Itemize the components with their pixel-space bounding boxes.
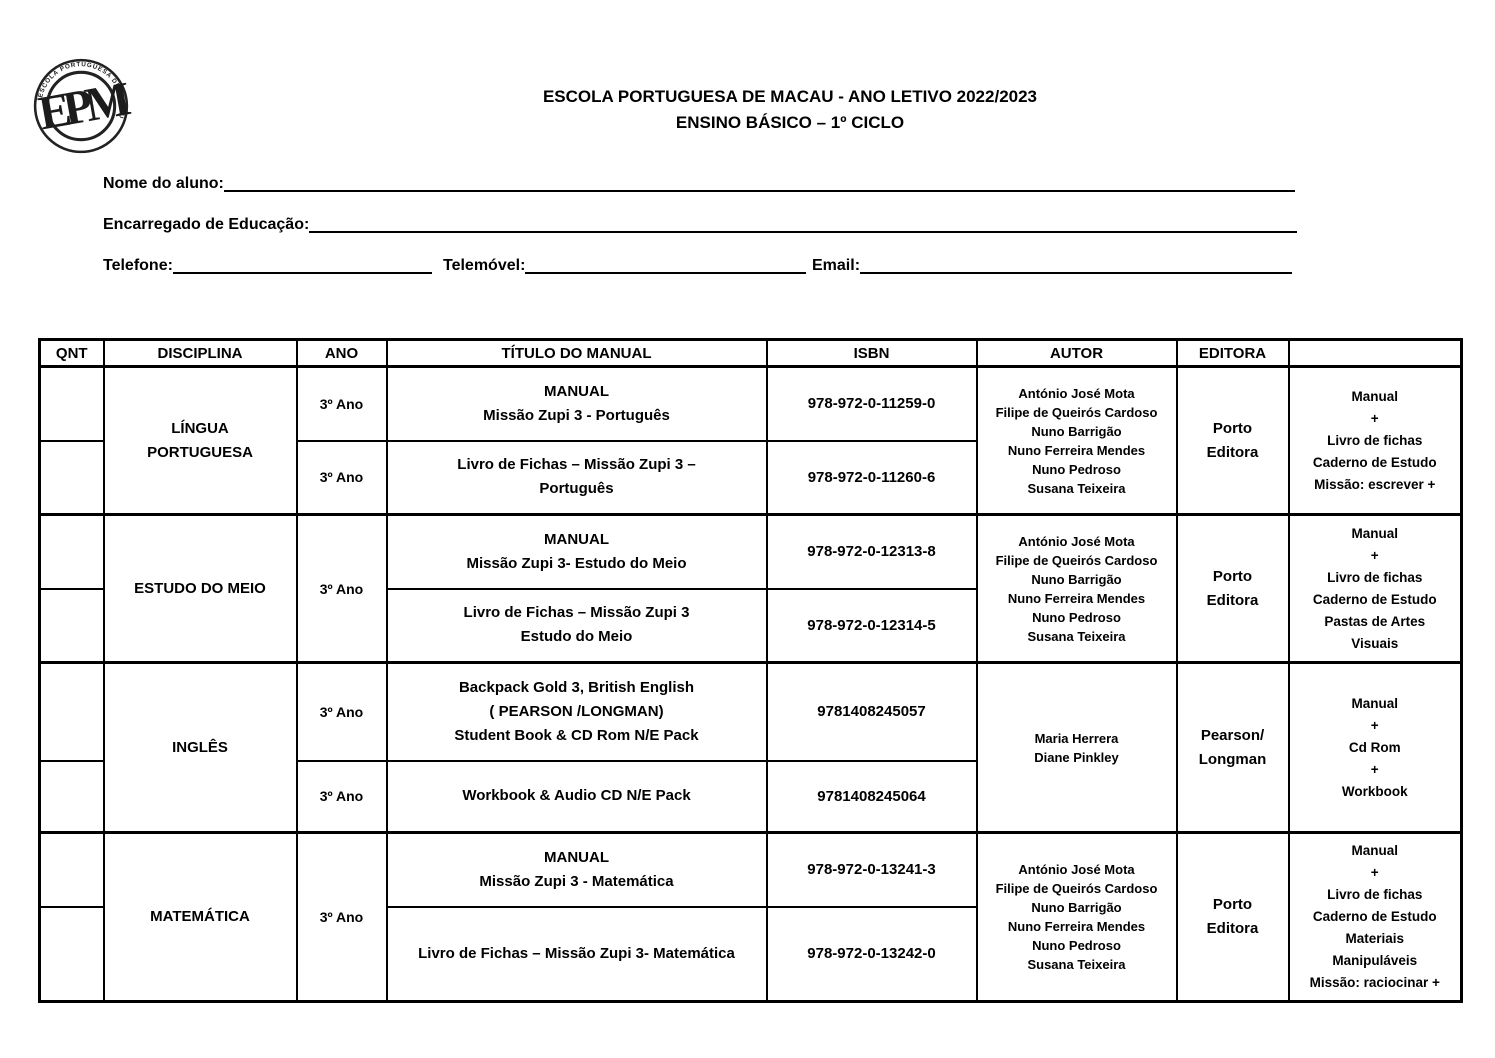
titulo-cell: Livro de Fichas – Missão Zupi 3 Estudo d… — [385, 587, 768, 664]
editora-cell: Porto Editora — [1175, 513, 1290, 664]
title-line1: ESCOLA PORTUGUESA DE MACAU - ANO LETIVO … — [542, 87, 1038, 106]
col-header-extra — [1287, 338, 1463, 368]
disciplina-cell: INGLÊS — [102, 661, 298, 834]
titulo-cell: MANUAL Missão Zupi 3 - Matemática — [385, 831, 768, 908]
titulo-cell: MANUAL Missão Zupi 3- Estudo do Meio — [385, 513, 768, 590]
col-header-disciplina: DISCIPLINA — [102, 338, 298, 368]
telefone-group: Telefone: — [103, 256, 432, 276]
col-header-autor: AUTOR — [975, 338, 1178, 368]
disciplina-cell: MATEMÁTICA — [102, 831, 298, 1003]
col-header-qnt: QNT — [38, 338, 105, 368]
ano-cell: 3º Ano — [295, 661, 388, 762]
qnt-cell — [38, 439, 105, 516]
telemovel-field — [525, 256, 806, 274]
table-row: INGLÊS 3º Ano Backpack Gold 3, British E… — [38, 661, 1463, 834]
ano-cell: 3º Ano — [295, 759, 388, 834]
qnt-cell — [38, 365, 105, 442]
qnt-cell — [38, 513, 105, 590]
editora-cell: Pearson/ Longman — [1175, 661, 1290, 834]
titulo-cell: Livro de Fichas – Missão Zupi 3 – Portug… — [385, 439, 768, 516]
form-row-nome: Nome do aluno: — [103, 174, 1295, 194]
titulo-cell: MANUAL Missão Zupi 3 - Português — [385, 365, 768, 442]
componentes-cell: Manual + Livro de fichas Caderno de Estu… — [1287, 513, 1463, 664]
table-row: LÍNGUA PORTUGUESA 3º Ano MANUAL Missão Z… — [38, 365, 1463, 516]
disciplina-cell: LÍNGUA PORTUGUESA — [102, 365, 298, 516]
autor-cell: António José Mota Filipe de Queirós Card… — [975, 831, 1178, 1003]
isbn-cell: 9781408245057 — [765, 661, 978, 762]
isbn-cell: 978-972-0-12313-8 — [765, 513, 978, 590]
componentes-cell: Manual + Livro de fichas Caderno de Estu… — [1287, 365, 1463, 516]
ano-cell: 3º Ano — [295, 831, 388, 1003]
encarregado-label: Encarregado de Educação: — [103, 216, 310, 233]
qnt-cell — [38, 661, 105, 762]
table-row: Livro de Fichas – Missão Zupi 3- Matemát… — [38, 905, 1462, 1003]
editora-cell: Porto Editora — [1175, 365, 1290, 516]
editora-cell: Porto Editora — [1175, 831, 1290, 1003]
autor-cell: António José Mota Filipe de Queirós Card… — [975, 513, 1178, 664]
qnt-cell — [38, 905, 105, 1003]
isbn-cell: 978-972-0-13242-0 — [765, 905, 978, 1003]
isbn-cell: 978-972-0-13241-3 — [765, 831, 978, 908]
qnt-cell — [38, 759, 105, 834]
autor-cell: Maria Herrera Diane Pinkley — [975, 661, 1178, 834]
table-row: ESTUDO DO MEIO 3º Ano MANUAL Missão Zupi… — [38, 513, 1463, 664]
email-label: Email: — [812, 257, 861, 274]
document-title: ESCOLA PORTUGUESA DE MACAU - ANO LETIVO … — [85, 84, 1495, 136]
ano-cell: 3º Ano — [295, 513, 388, 664]
encarregado-field — [309, 215, 1297, 233]
table-row: 3º Ano Workbook & Audio CD N/E Pack 9781… — [38, 759, 1462, 834]
isbn-cell: 9781408245064 — [765, 759, 978, 834]
qnt-cell — [38, 587, 105, 664]
email-group: Email: — [812, 256, 1292, 276]
ano-cell: 3º Ano — [295, 439, 388, 516]
col-header-editora: EDITORA — [1175, 338, 1290, 368]
ano-cell: 3º Ano — [295, 365, 388, 442]
book-list-table: QNT DISCIPLINA ANO TÍTULO DO MANUAL ISBN… — [38, 338, 1463, 1003]
table-row: MATEMÁTICA 3º Ano MANUAL Missão Zupi 3 -… — [38, 831, 1463, 1003]
componentes-cell: Manual + Livro de fichas Caderno de Estu… — [1287, 831, 1463, 1003]
titulo-cell: Backpack Gold 3, British English ( PEARS… — [385, 661, 768, 762]
table-header-row: QNT DISCIPLINA ANO TÍTULO DO MANUAL ISBN… — [38, 338, 1463, 368]
nome-aluno-field — [223, 174, 1295, 192]
form-row-encarregado: Encarregado de Educação: — [103, 215, 1297, 235]
titulo-cell: Workbook & Audio CD N/E Pack — [385, 759, 768, 834]
telefone-field — [172, 256, 432, 274]
isbn-cell: 978-972-0-11259-0 — [765, 365, 978, 442]
table-row: Livro de Fichas – Missão Zupi 3 Estudo d… — [38, 587, 1462, 664]
disciplina-cell: ESTUDO DO MEIO — [102, 513, 298, 664]
qnt-cell — [38, 831, 105, 908]
autor-cell: António José Mota Filipe de Queirós Card… — [975, 365, 1178, 516]
col-header-isbn: ISBN — [765, 338, 978, 368]
nome-aluno-label: Nome do aluno: — [103, 175, 224, 192]
school-logo: ESCOLA PORTUGUESA DE MACAU EPM — [30, 55, 133, 157]
table-row: 3º Ano Livro de Fichas – Missão Zupi 3 –… — [38, 439, 1462, 516]
telemovel-label: Telemóvel: — [443, 257, 526, 274]
telefone-label: Telefone: — [103, 257, 173, 274]
isbn-cell: 978-972-0-11260-6 — [765, 439, 978, 516]
form-row-contactos: Telefone: Telemóvel: Email: — [103, 256, 1292, 276]
title-line2: ENSINO BÁSICO – 1º CICLO — [675, 113, 905, 132]
titulo-cell: Livro de Fichas – Missão Zupi 3- Matemát… — [385, 905, 768, 1003]
telemovel-group: Telemóvel: — [443, 256, 806, 276]
isbn-cell: 978-972-0-12314-5 — [765, 587, 978, 664]
col-header-titulo: TÍTULO DO MANUAL — [385, 338, 768, 368]
col-header-ano: ANO — [295, 338, 388, 368]
email-field — [860, 256, 1292, 274]
componentes-cell: Manual + Cd Rom + Workbook — [1287, 661, 1463, 834]
school-seal-icon: ESCOLA PORTUGUESA DE MACAU EPM — [33, 58, 133, 154]
